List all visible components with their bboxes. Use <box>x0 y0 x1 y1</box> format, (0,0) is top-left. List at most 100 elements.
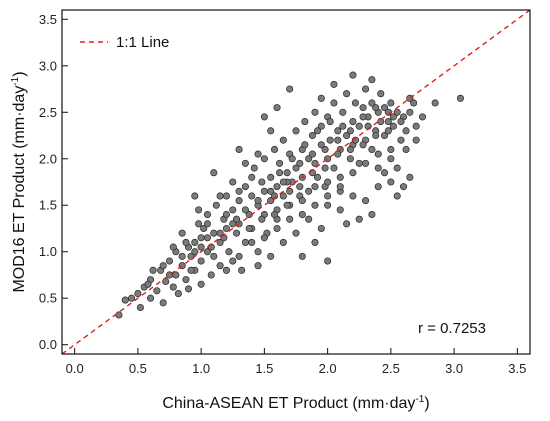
legend-label: 1:1 Line <box>116 34 169 51</box>
scatter-point <box>128 294 136 302</box>
scatter-point <box>191 192 199 200</box>
x-tick-label: 3.0 <box>445 361 463 376</box>
scatter-point <box>279 238 287 246</box>
scatter-point <box>216 262 224 270</box>
scatter-point <box>248 192 256 200</box>
scatter-point <box>387 178 395 186</box>
scatter-point <box>359 113 367 121</box>
scatter-point <box>144 280 152 288</box>
scatter-point <box>346 127 354 135</box>
scatter-point <box>387 99 395 107</box>
x-axis-title: China-ASEAN ET Product (mm·day-1) <box>162 394 429 412</box>
scatter-point <box>384 118 392 126</box>
scatter-point <box>182 238 190 246</box>
scatter-point <box>229 178 237 186</box>
y-tick-label: 2.5 <box>39 105 57 120</box>
scatter-point <box>270 210 279 219</box>
scatter-point <box>380 104 389 112</box>
scatter-point <box>384 127 392 135</box>
scatter-point <box>301 118 309 126</box>
scatter-point <box>191 238 199 246</box>
y-axis-title: MOD16 ET Product (mm·day-1) <box>10 71 28 292</box>
y-tick-label: 1.5 <box>39 198 57 213</box>
scatter-point <box>336 183 344 191</box>
scatter-point <box>374 164 382 172</box>
x-tick-label: 1.0 <box>192 361 210 376</box>
scatter-point <box>317 141 325 149</box>
scatter-point <box>377 118 385 126</box>
scatter-point <box>324 257 332 265</box>
scatter-point <box>216 192 224 200</box>
scatter-point <box>298 197 306 205</box>
scatter-point <box>276 159 284 167</box>
scatter-point <box>326 136 334 144</box>
scatter-point <box>298 210 306 219</box>
scatter-point <box>267 187 275 195</box>
x-tick-label: 3.5 <box>508 361 526 376</box>
scatter-point <box>233 229 241 237</box>
x-tick-label: 1.5 <box>255 361 273 376</box>
scatter-point <box>197 257 205 265</box>
scatter-point <box>412 122 420 130</box>
scatter-point <box>165 257 174 265</box>
scatter-point <box>121 296 129 304</box>
scatter-point <box>393 164 401 172</box>
scatter-point <box>222 224 230 233</box>
scatter-point <box>330 164 338 172</box>
scatter-point <box>346 155 354 163</box>
scatter-point <box>210 169 218 177</box>
scatter-point <box>283 169 291 177</box>
scatter-point <box>343 90 351 98</box>
scatter-point <box>368 145 376 154</box>
scatter-point <box>317 94 325 102</box>
scatter-point <box>241 206 249 214</box>
scatter-point <box>222 192 230 200</box>
scatter-point <box>260 187 268 195</box>
scatter-point <box>317 122 325 130</box>
scatter-point <box>233 215 241 223</box>
y-tick-label: 0.5 <box>39 291 57 306</box>
scatter-point <box>200 224 208 233</box>
scatter-point <box>402 127 410 135</box>
scatter-point <box>254 150 262 158</box>
scatter-point <box>276 169 284 177</box>
scatter-point <box>229 257 237 265</box>
scatter-point <box>210 252 218 260</box>
legend: 1:1 Line <box>80 34 169 51</box>
scatter-point <box>292 164 300 172</box>
scatter-point <box>174 290 182 298</box>
x-axis-ticks: 0.0 0.5 1.0 1.5 2.0 2.5 3.0 3.5 <box>66 348 526 376</box>
scatter-point <box>169 243 177 251</box>
y-tick-label: 1.0 <box>39 244 57 259</box>
scatter-point <box>241 238 249 246</box>
scatter-point <box>267 252 275 260</box>
scatter-point <box>203 248 212 256</box>
scatter-point <box>399 183 408 191</box>
scatter-point <box>245 224 253 233</box>
scatter-point <box>248 173 256 181</box>
scatter-point <box>235 187 243 195</box>
scatter-point <box>355 159 363 167</box>
scatter-point <box>324 201 332 209</box>
x-tick-label: 2.5 <box>382 361 400 376</box>
scatter-point <box>368 210 376 219</box>
scatter-point <box>311 108 319 116</box>
scatter-point <box>254 248 262 256</box>
scatter-point <box>326 118 334 126</box>
scatter-point <box>182 276 190 284</box>
scatter-point <box>235 252 243 260</box>
scatter-point <box>311 159 319 167</box>
scatter-point <box>286 215 294 223</box>
scatter-point <box>387 145 395 154</box>
scatter-point <box>308 150 316 158</box>
scatter-point <box>336 206 344 214</box>
scatter-point <box>372 104 380 112</box>
scatter-point <box>279 192 287 200</box>
scatter-point <box>115 311 123 319</box>
scatter-point <box>235 197 243 205</box>
scatter-point <box>393 108 401 116</box>
scatter-point <box>456 94 464 102</box>
scatter-point <box>324 178 332 186</box>
scatter-point <box>254 197 262 205</box>
scatter-point <box>301 141 309 149</box>
